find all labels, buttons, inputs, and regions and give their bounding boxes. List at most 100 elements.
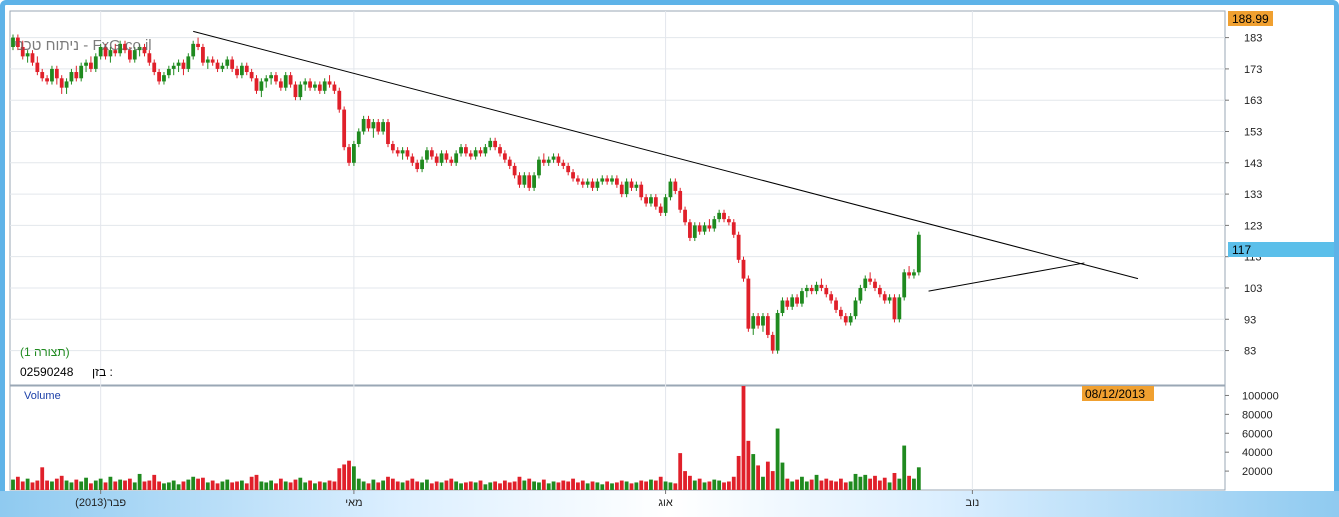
security-label: בזן : xyxy=(92,365,113,379)
volume-bar xyxy=(702,482,707,490)
volume-bar xyxy=(785,478,790,490)
volume-bar xyxy=(254,474,259,490)
volume-bar xyxy=(361,481,366,490)
volume-bar xyxy=(84,477,88,490)
volume-bar xyxy=(69,482,74,490)
candle xyxy=(688,222,692,238)
volume-bar xyxy=(89,483,93,490)
volume-bar xyxy=(303,482,308,490)
volume-bar xyxy=(79,481,84,490)
volume-bar xyxy=(566,481,571,490)
volume-bar xyxy=(473,482,478,490)
volume-bar xyxy=(561,480,566,490)
candle xyxy=(93,56,98,69)
volume-axis: 100000 80000 60000 40000 20000 xyxy=(1225,390,1279,478)
candle xyxy=(386,122,390,145)
candle xyxy=(473,150,478,157)
candle xyxy=(839,309,843,317)
candle xyxy=(697,225,702,232)
volume-bar xyxy=(298,477,303,490)
volume-bar xyxy=(201,477,205,490)
candle xyxy=(576,178,580,182)
candle xyxy=(347,147,351,163)
candle xyxy=(35,62,40,73)
volume-bar xyxy=(863,474,868,490)
volume-bar xyxy=(502,480,507,490)
volume-bar xyxy=(595,482,600,490)
volume-bar xyxy=(25,478,30,490)
volume-bar xyxy=(507,482,512,490)
volume-bar xyxy=(527,478,532,490)
candle xyxy=(488,140,493,148)
candle xyxy=(191,43,196,57)
candle xyxy=(532,175,536,188)
candle xyxy=(765,316,770,335)
volume-bar xyxy=(795,479,799,490)
candle xyxy=(678,190,683,210)
candle xyxy=(332,84,337,91)
volume-bar xyxy=(605,481,610,490)
candle xyxy=(804,287,809,292)
volume-bar xyxy=(464,482,468,490)
volume-bar xyxy=(439,482,444,490)
candle xyxy=(809,287,814,292)
x-tick-label: מאי xyxy=(345,497,362,509)
volume-bar xyxy=(347,460,351,490)
volume-bar xyxy=(274,483,278,490)
volume-bar xyxy=(478,480,483,490)
candle xyxy=(775,313,780,351)
volume-bar xyxy=(614,482,619,490)
volume-bar xyxy=(459,483,463,490)
candle xyxy=(877,287,882,295)
candle xyxy=(103,46,108,57)
current-price-value: 117 xyxy=(1232,243,1251,257)
candle xyxy=(561,162,566,166)
volume-bar xyxy=(624,481,629,490)
volume-bar xyxy=(839,478,843,490)
volume-bar xyxy=(15,476,20,490)
volume-bar xyxy=(449,478,454,490)
volume-bar xyxy=(848,481,853,490)
candle xyxy=(40,72,45,79)
watermark: ניתוח טכני - FxG.co.il xyxy=(14,37,152,54)
candles xyxy=(11,34,921,354)
volume-bar xyxy=(230,482,235,490)
candle xyxy=(614,178,619,185)
candle xyxy=(537,159,541,176)
candle xyxy=(225,59,230,66)
volume-bar xyxy=(576,482,580,490)
candle xyxy=(20,46,25,57)
candle xyxy=(11,37,15,47)
volume-bar xyxy=(522,480,527,490)
volume-bar xyxy=(493,481,498,490)
candle xyxy=(415,162,420,170)
candle xyxy=(571,172,575,179)
volume-label: Volume xyxy=(24,390,61,402)
volume-bar xyxy=(746,440,751,490)
candle xyxy=(278,81,283,88)
candle xyxy=(912,272,916,276)
trendline xyxy=(928,262,1085,292)
candle xyxy=(157,72,161,82)
candle xyxy=(74,72,79,79)
candle xyxy=(356,131,361,145)
candle xyxy=(756,316,761,326)
candle xyxy=(89,62,93,69)
candle xyxy=(235,68,239,76)
volume-bar xyxy=(532,481,536,490)
candle xyxy=(887,297,892,301)
volume-tick-label: 80000 xyxy=(1242,409,1273,421)
volume-bar xyxy=(11,479,15,490)
volume-tick-label: 40000 xyxy=(1242,447,1273,459)
volume-bar xyxy=(551,481,556,490)
volume-bars xyxy=(11,386,921,490)
volume-bar xyxy=(405,480,410,490)
volume-bar xyxy=(239,480,244,490)
volume-bar xyxy=(152,474,157,490)
volume-bar xyxy=(118,479,123,490)
candle xyxy=(434,156,439,163)
volume-bar xyxy=(264,482,269,490)
volume-bar xyxy=(147,480,152,490)
